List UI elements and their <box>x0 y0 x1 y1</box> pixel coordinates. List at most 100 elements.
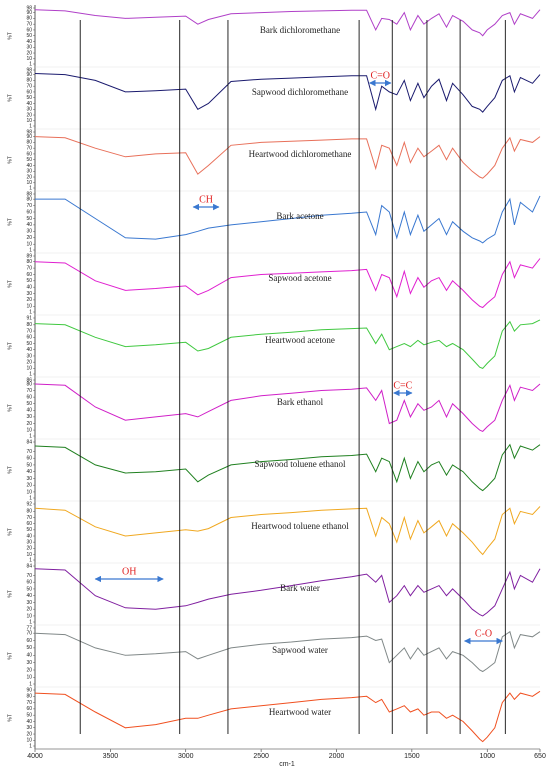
y-tick-label: 40 <box>26 101 32 107</box>
annotation-label: OH <box>122 566 136 577</box>
y-tick-label: 1 <box>29 371 32 377</box>
y-tick-label: 1 <box>29 681 32 687</box>
y-tick-label: 80 <box>26 509 32 515</box>
y-tick-label: 1 <box>29 123 32 129</box>
y-tick-label: 40 <box>26 222 32 228</box>
x-tick-label: 2000 <box>329 753 345 760</box>
y-tick-label: 60 <box>26 706 32 712</box>
y-tick-label: 60 <box>26 521 32 527</box>
y-tick-label: 60 <box>26 209 32 215</box>
y-tick-label: 80 <box>26 196 32 202</box>
y-tick-label: 1 <box>29 433 32 439</box>
y-tick-label: 40 <box>26 408 32 414</box>
x-tick-label: 4000 <box>27 753 43 760</box>
y-tick-label: 60 <box>26 638 32 644</box>
y-tick-label: 50 <box>26 33 32 39</box>
y-tick-label: 30 <box>26 725 32 731</box>
y-tick-label: 40 <box>26 285 32 291</box>
series-name: Bark acetone <box>276 211 323 221</box>
y-tick-label: 88 <box>26 191 32 197</box>
x-tick-label: 650 <box>534 753 546 760</box>
y-axis-label: %T <box>7 342 13 350</box>
y-tick-label: 60 <box>26 456 32 462</box>
y-tick-label: 30 <box>26 45 32 51</box>
y-tick-label: 10 <box>26 613 32 619</box>
x-tick-label: 1500 <box>404 753 420 760</box>
annotation-label: C-O <box>475 628 492 639</box>
y-tick-label: 98 <box>26 129 32 135</box>
y-tick-label: 70 <box>26 388 32 394</box>
y-tick-label: 40 <box>26 719 32 725</box>
y-axis-label: %T <box>7 652 13 660</box>
y-tick-label: 98 <box>26 5 32 11</box>
y-tick-label: 60 <box>26 272 32 278</box>
y-tick-label: 60 <box>26 27 32 33</box>
y-tick-label: 70 <box>26 203 32 209</box>
y-tick-label: 50 <box>26 527 32 533</box>
y-tick-label: 10 <box>26 242 32 248</box>
y-tick-label: 50 <box>26 278 32 284</box>
y-tick-label: 10 <box>26 118 32 124</box>
spectrum-line <box>34 136 541 179</box>
y-tick-label: 20 <box>26 50 32 56</box>
y-tick-label: 1 <box>29 619 32 625</box>
y-tick-label: 10 <box>26 56 32 62</box>
y-tick-label: 50 <box>26 157 32 163</box>
series-name: Sapwood dichloromethane <box>252 87 348 97</box>
y-axis-label: %T <box>7 218 13 226</box>
series-name: Heartwood acetone <box>265 335 335 345</box>
spectrum-line <box>34 383 541 432</box>
series-name: Sapwood acetone <box>268 273 331 283</box>
y-tick-label: 98 <box>26 67 32 73</box>
series-name: Heartwood dichloromethane <box>249 149 352 159</box>
series-name: Heartwood water <box>269 707 331 717</box>
y-tick-label: 60 <box>26 151 32 157</box>
y-tick-label: 90 <box>26 134 32 140</box>
y-tick-label: 89 <box>26 253 32 259</box>
annotation-label: C=C <box>393 380 412 391</box>
y-tick-label: 70 <box>26 265 32 271</box>
y-tick-label: 30 <box>26 539 32 545</box>
y-tick-label: 80 <box>26 259 32 265</box>
y-tick-label: 1 <box>29 495 32 501</box>
y-tick-label: 20 <box>26 360 32 366</box>
y-tick-label: 50 <box>26 401 32 407</box>
y-tick-label: 50 <box>26 216 32 222</box>
y-tick-label: 50 <box>26 586 32 592</box>
y-tick-label: 10 <box>26 366 32 372</box>
y-tick-label: 20 <box>26 112 32 118</box>
y-tick-label: 90 <box>26 687 32 693</box>
spectrum-line <box>34 443 541 492</box>
y-tick-label: 40 <box>26 593 32 599</box>
series-name: Heartwood toluene ethanol <box>251 521 349 531</box>
spectrum-line <box>35 195 541 244</box>
y-tick-label: 1 <box>29 743 32 749</box>
y-tick-label: 70 <box>26 145 32 151</box>
y-axis-label: %T <box>7 714 13 722</box>
y-axis-label: %T <box>7 280 13 288</box>
y-tick-label: 40 <box>26 653 32 659</box>
y-axis-label: %T <box>7 590 13 598</box>
y-tick-label: 80 <box>26 78 32 84</box>
x-tick-label: 3000 <box>178 753 194 760</box>
y-tick-label: 20 <box>26 667 32 673</box>
spectrum-line <box>34 73 541 113</box>
y-tick-label: 70 <box>26 630 32 636</box>
y-tick-label: 1 <box>29 309 32 315</box>
y-tick-label: 10 <box>26 552 32 558</box>
y-tick-label: 10 <box>26 675 32 681</box>
spectrum-line <box>34 568 541 617</box>
y-tick-label: 80 <box>26 16 32 22</box>
y-tick-label: 10 <box>26 427 32 433</box>
y-tick-label: 10 <box>26 738 32 744</box>
y-tick-label: 60 <box>26 335 32 341</box>
x-tick-label: 1000 <box>479 753 495 760</box>
y-tick-label: 30 <box>26 291 32 297</box>
annotation-label: CH <box>199 194 213 205</box>
y-tick-label: 50 <box>26 645 32 651</box>
x-tick-label: 3500 <box>103 753 119 760</box>
y-tick-label: 70 <box>26 21 32 27</box>
y-tick-label: 50 <box>26 462 32 468</box>
y-tick-label: 30 <box>26 414 32 420</box>
y-tick-label: 84 <box>26 563 32 569</box>
